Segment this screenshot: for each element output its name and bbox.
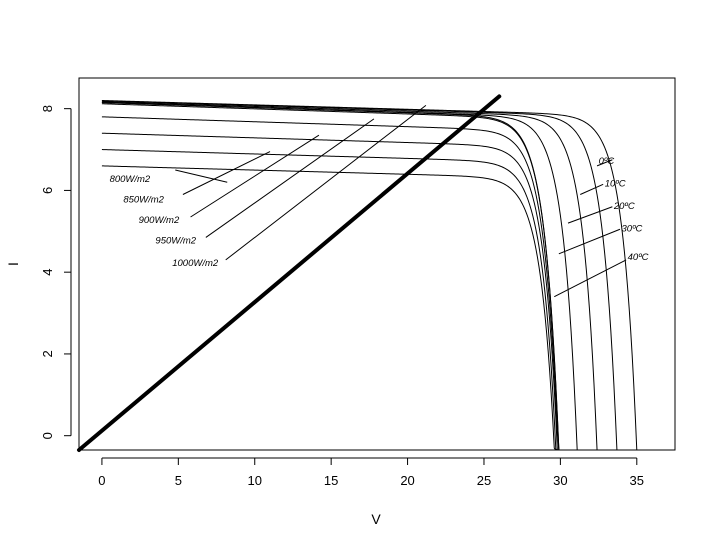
irradiance-curve xyxy=(101,149,558,451)
temperature-label: 0ºC xyxy=(599,156,615,167)
y-tick-label: 6 xyxy=(40,187,55,194)
x-tick-label: 35 xyxy=(630,473,644,488)
irradiance-leader-line xyxy=(205,118,375,238)
y-tick-label: 0 xyxy=(40,432,55,439)
irradiance-curve xyxy=(101,132,559,451)
irradiance-label: 800W/m2 xyxy=(110,174,151,185)
temperature-curve xyxy=(101,102,578,451)
temperature-leader-line xyxy=(554,259,627,298)
temperature-curve xyxy=(101,100,618,451)
y-axis: 0 2 4 6 8 xyxy=(40,105,72,439)
irradiance-leader-line xyxy=(225,104,427,261)
x-tick-label: 15 xyxy=(324,473,338,488)
irradiance-label: 950W/m2 xyxy=(155,236,196,247)
plot-area: 800W/m2 850W/m2 900W/m2 950W/m2 1000W/m2 0ºC 1… xyxy=(77,94,649,452)
irradiance-curve xyxy=(101,102,560,451)
x-axis-title: V xyxy=(371,511,381,527)
y-tick-label: 2 xyxy=(40,350,55,357)
temperature-label: 20ºC xyxy=(613,201,635,212)
temperature-label: 40ºC xyxy=(628,252,649,263)
x-tick-label: 10 xyxy=(248,473,262,488)
plot-frame xyxy=(78,77,676,451)
y-tick-label: 4 xyxy=(40,269,55,276)
irradiance-label: 900W/m2 xyxy=(139,215,180,226)
x-axis: 0 5 10 15 20 25 30 35 xyxy=(98,457,644,488)
temperature-leader-line xyxy=(558,228,621,255)
irradiance-leader-line xyxy=(190,134,320,218)
temperature-curve xyxy=(101,101,598,451)
x-tick-label: 0 xyxy=(98,473,105,488)
y-tick-label: 8 xyxy=(40,105,55,112)
load-line xyxy=(77,94,502,452)
irradiance-label: 1000W/m2 xyxy=(172,258,219,269)
temperature-label: 10ºC xyxy=(605,178,626,189)
x-tick-label: 5 xyxy=(175,473,182,488)
temperature-curve xyxy=(101,103,560,451)
irradiance-curve xyxy=(101,165,557,451)
irradiance-curve xyxy=(101,116,560,451)
temperature-label: 30ºC xyxy=(622,223,643,234)
temperature-curve xyxy=(101,99,638,451)
irradiance-leader-line xyxy=(175,169,228,183)
temperature-leader-line xyxy=(596,159,613,167)
irradiance-leader-line xyxy=(182,151,271,195)
x-tick-label: 20 xyxy=(400,473,414,488)
temperature-leader-line xyxy=(567,206,613,224)
x-tick-label: 25 xyxy=(477,473,491,488)
x-tick-label: 30 xyxy=(553,473,567,488)
y-axis-title: I xyxy=(5,262,21,266)
temperature-leader-line xyxy=(580,183,604,195)
irradiance-label: 850W/m2 xyxy=(123,195,164,206)
